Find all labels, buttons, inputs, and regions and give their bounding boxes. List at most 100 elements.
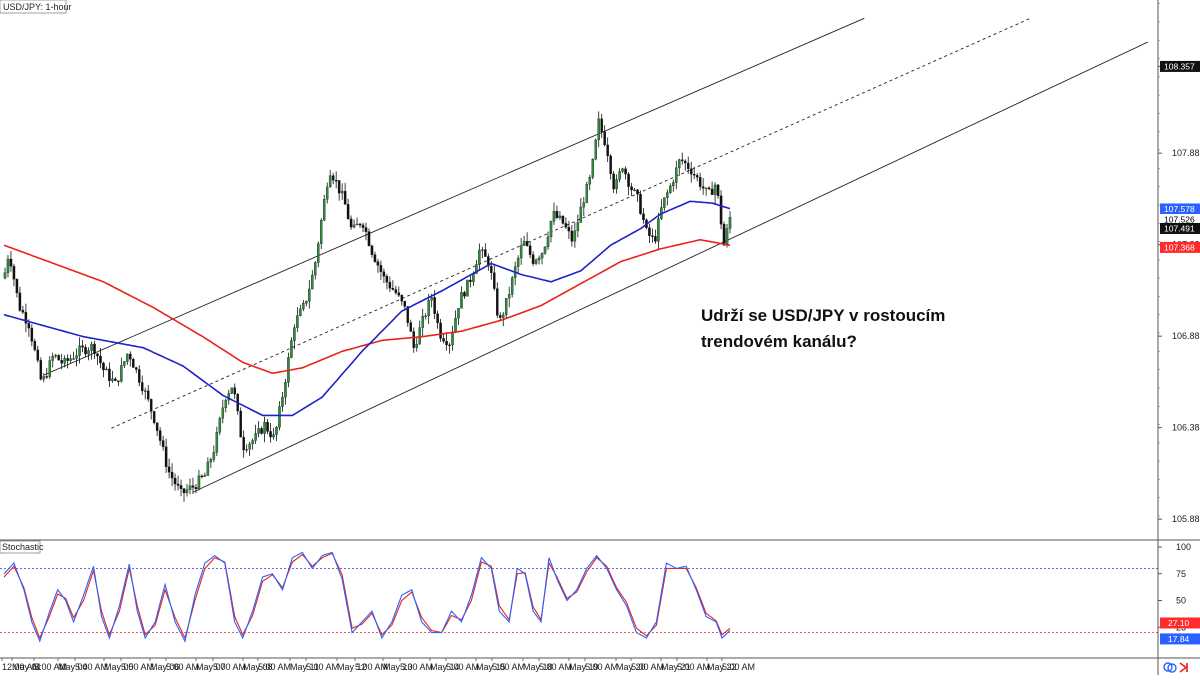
candle-body bbox=[433, 297, 436, 314]
candle-body bbox=[493, 272, 496, 289]
candle-body bbox=[501, 314, 505, 318]
candle-body bbox=[63, 358, 66, 364]
candle-body bbox=[105, 368, 108, 371]
candle-body bbox=[120, 365, 123, 382]
candle-body bbox=[421, 315, 424, 328]
sync-icon[interactable] bbox=[1163, 662, 1177, 673]
stoch-label-box bbox=[1160, 617, 1200, 629]
channel-upper-line[interactable] bbox=[43, 17, 865, 376]
jump-to-latest-icon[interactable] bbox=[1179, 662, 1188, 673]
candle-body bbox=[72, 358, 75, 360]
x-tick-label: May 04 bbox=[58, 662, 88, 672]
candle-body bbox=[9, 258, 13, 267]
stoch-y-label: 50 bbox=[1176, 596, 1186, 606]
candle-body bbox=[158, 430, 162, 441]
candle-body bbox=[636, 189, 639, 195]
candle-body bbox=[585, 183, 589, 203]
candle-body bbox=[66, 358, 69, 361]
price-label-text: 107.526 bbox=[1164, 214, 1195, 224]
candle-body bbox=[176, 483, 180, 486]
candle-body bbox=[654, 236, 657, 242]
candle-body bbox=[308, 288, 311, 302]
candle-body bbox=[394, 289, 398, 293]
candle-body bbox=[400, 295, 404, 302]
candle-body bbox=[331, 175, 335, 181]
candle-body bbox=[472, 273, 475, 282]
candle-body bbox=[191, 485, 195, 488]
candle-body bbox=[522, 241, 526, 246]
candle-body bbox=[129, 353, 132, 360]
candle-body bbox=[343, 190, 347, 205]
candle-body bbox=[573, 230, 577, 242]
candle-body bbox=[630, 186, 633, 191]
candle-body bbox=[475, 264, 478, 274]
candle-body bbox=[460, 292, 463, 309]
candle-body bbox=[138, 369, 141, 383]
candle-body bbox=[496, 288, 499, 316]
candle-body bbox=[725, 228, 729, 246]
candle-body bbox=[412, 331, 415, 348]
candle-body bbox=[263, 421, 266, 434]
candle-body bbox=[167, 466, 171, 473]
candle-body bbox=[182, 488, 186, 494]
candle-body bbox=[663, 197, 666, 208]
candle-body bbox=[84, 347, 87, 355]
candle-body bbox=[78, 345, 81, 356]
candle-body bbox=[415, 343, 418, 348]
candle-body bbox=[155, 422, 159, 431]
candle-body bbox=[200, 475, 204, 478]
candle-body bbox=[606, 144, 609, 157]
candle-body bbox=[591, 159, 595, 178]
candle-body bbox=[510, 277, 514, 295]
candle-body bbox=[242, 436, 245, 451]
candle-body bbox=[54, 355, 57, 357]
x-tick-label: May 20 bbox=[616, 662, 646, 672]
candle-body bbox=[537, 257, 541, 261]
candle-body bbox=[349, 218, 353, 228]
candle-body bbox=[642, 213, 645, 221]
candle-body bbox=[266, 421, 269, 432]
y-tick-label: 107.883 bbox=[1172, 148, 1200, 158]
candle-body bbox=[555, 211, 559, 218]
candle-body bbox=[173, 477, 177, 485]
candle-body bbox=[123, 361, 126, 366]
candle-body bbox=[42, 376, 46, 380]
x-tick-label: May 05 bbox=[104, 662, 134, 672]
candle-body bbox=[51, 356, 54, 361]
moving-average-red bbox=[3, 238, 731, 375]
candle-body bbox=[666, 192, 669, 198]
x-tick-label: May 01 bbox=[12, 662, 42, 672]
price-label-box bbox=[1160, 203, 1200, 215]
x-tick-label: 5:00 AM bbox=[585, 662, 618, 672]
candle-body bbox=[594, 139, 597, 160]
candle-body bbox=[442, 338, 445, 342]
x-tick-label: May 22 bbox=[707, 662, 737, 672]
candle-body bbox=[197, 475, 201, 490]
candle-body bbox=[704, 187, 708, 190]
candle-body bbox=[373, 254, 377, 262]
candle-body bbox=[448, 344, 451, 347]
candle-body bbox=[678, 159, 681, 169]
candle-body bbox=[409, 322, 413, 332]
stoch-y-label: 100 bbox=[1176, 542, 1191, 552]
x-tick-label: May 13 bbox=[383, 662, 413, 672]
candle-body bbox=[600, 118, 603, 132]
candle-body bbox=[382, 271, 386, 277]
x-tick-label: 5:00 AM bbox=[492, 662, 525, 672]
candle-body bbox=[361, 224, 365, 228]
candle-body bbox=[504, 297, 508, 315]
channel-lower-line[interactable] bbox=[192, 41, 1148, 493]
candle-body bbox=[257, 428, 260, 434]
candle-body bbox=[552, 211, 556, 222]
candle-body bbox=[30, 327, 34, 342]
candle-body bbox=[618, 171, 621, 180]
candle-body bbox=[597, 118, 600, 141]
candle-body bbox=[251, 440, 254, 445]
candle-body bbox=[314, 262, 317, 276]
headline-annotation: Udrží se USD/JPY v rostoucím trendovém k… bbox=[701, 303, 1061, 355]
candle-body bbox=[299, 308, 302, 316]
price-label-box bbox=[1160, 213, 1200, 225]
candle-body bbox=[722, 224, 726, 246]
